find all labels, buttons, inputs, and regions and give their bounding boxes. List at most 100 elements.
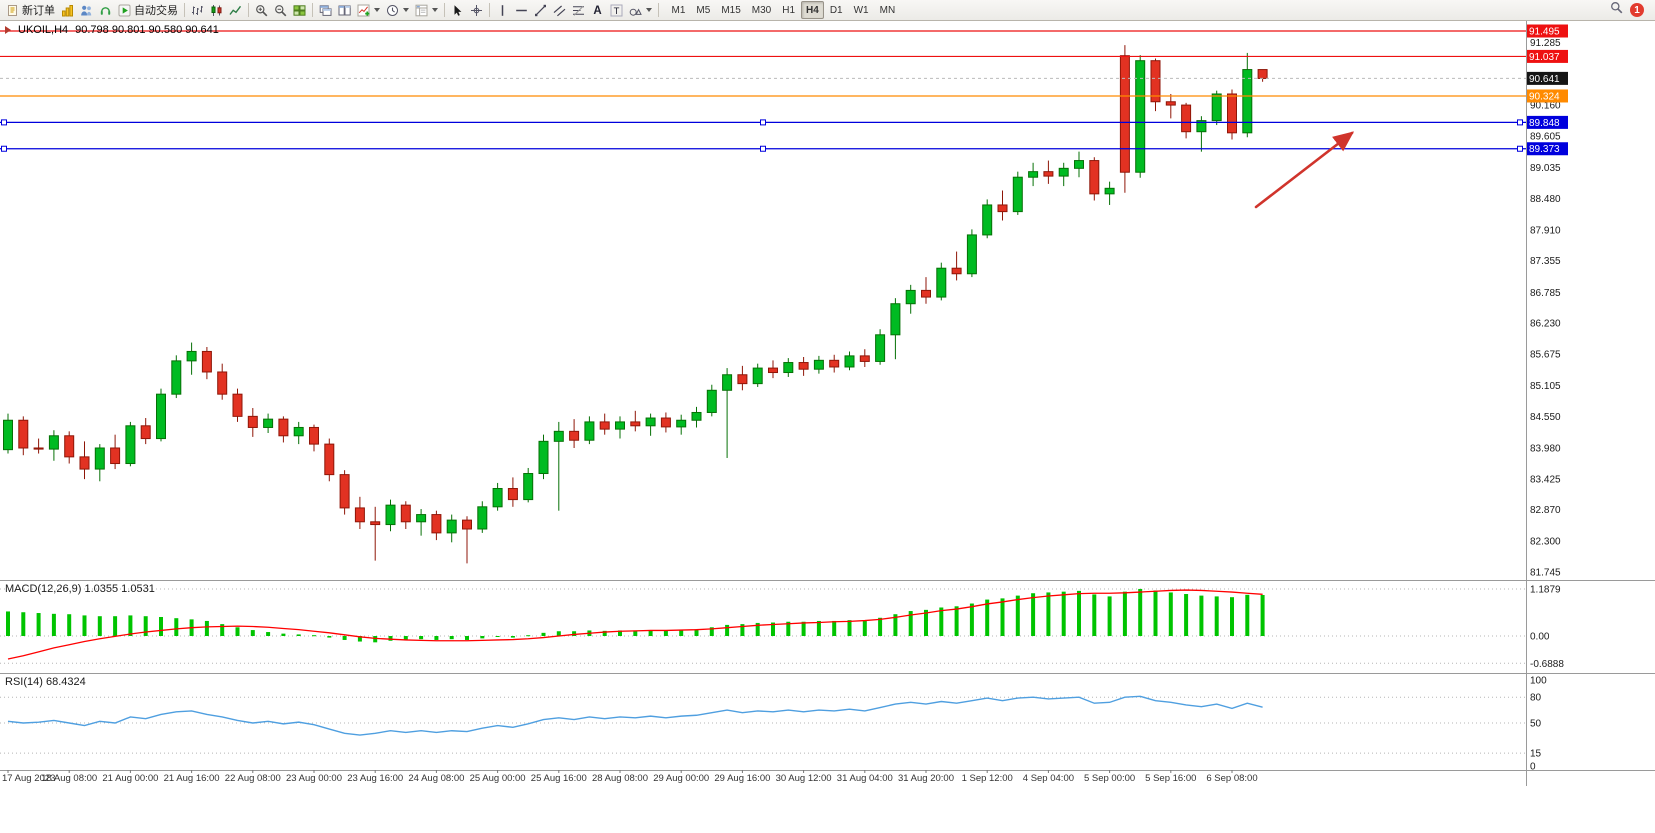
candlestick-chart-button[interactable]	[207, 1, 226, 19]
macd-histogram-bar	[771, 622, 775, 636]
fibo-icon	[573, 5, 584, 16]
macd-histogram-bar	[878, 617, 883, 636]
macd-histogram-bar	[159, 616, 163, 636]
macd-histogram-bar	[1000, 598, 1005, 636]
macd-histogram-bar	[847, 620, 852, 636]
horizontal-lines-layer[interactable]	[0, 30, 1526, 152]
macd-histogram-bar	[388, 636, 393, 641]
search-button[interactable]	[1610, 1, 1623, 19]
charts-panel-button[interactable]	[58, 1, 77, 19]
price-tag	[1526, 142, 1568, 156]
market-watch-button[interactable]	[77, 1, 96, 19]
price-axis-tick: 89.605	[1530, 131, 1561, 142]
zoom-out-button[interactable]	[271, 1, 290, 19]
cursor-button[interactable]	[448, 1, 467, 19]
line-chart-button[interactable]	[226, 1, 245, 19]
templates-button[interactable]	[412, 1, 441, 19]
line-handle[interactable]	[1, 119, 7, 126]
channel-button[interactable]	[550, 1, 569, 19]
macd-histogram-bar	[1046, 592, 1051, 636]
timeframe-button-H4[interactable]: H4	[800, 1, 825, 19]
macd-histogram-bar	[556, 631, 561, 636]
time-axis-label: 24 Aug 08:00	[408, 773, 464, 784]
autotrade-button[interactable]: 自动交易	[115, 1, 181, 19]
macd-histogram-bar	[342, 636, 347, 640]
line-handle[interactable]	[1517, 145, 1523, 152]
price-axis[interactable]: 91.285 90.160 89.605 89.035 88.480 87.910 87.3…	[1526, 24, 1568, 579]
tile-windows-button[interactable]	[290, 1, 309, 19]
notification-badge[interactable]: 1	[1630, 3, 1644, 17]
macd-histogram-bar	[1214, 596, 1219, 636]
time-axis-label: 5 Sep 00:00	[1084, 773, 1135, 784]
price-tag-value: 91.495	[1529, 27, 1560, 38]
crosshair-button[interactable]	[467, 1, 486, 19]
price-axis-tick: 89.035	[1530, 163, 1561, 174]
macd-histogram-bar	[1092, 594, 1097, 636]
price-tag-value: 91.037	[1529, 52, 1560, 63]
zoom-in-button[interactable]	[252, 1, 271, 19]
new-order-button[interactable]: 新订单	[3, 1, 58, 19]
macd-histogram-bar	[296, 634, 301, 636]
indicator-icon	[357, 4, 370, 16]
timeframe-button-W1[interactable]: W1	[853, 4, 869, 16]
timeframe-button-M30[interactable]: M30	[751, 4, 772, 16]
arrange-windows-button[interactable]	[335, 1, 354, 19]
timeframe-button-D1[interactable]: D1	[829, 4, 843, 16]
timeframe-button-M15[interactable]: M15	[721, 4, 741, 16]
line-handle[interactable]	[1, 145, 7, 152]
support-button[interactable]	[96, 1, 115, 19]
line-handle[interactable]	[760, 119, 766, 126]
horizontal-line-button[interactable]	[512, 1, 531, 19]
macd-histogram-bar	[1260, 594, 1265, 636]
zoomout-icon	[275, 4, 287, 16]
clock-icon	[387, 4, 398, 16]
time-axis-label: 18 Aug 08:00	[41, 773, 97, 784]
macd-histogram-bar	[510, 636, 515, 638]
price-axis-tick: 87.910	[1530, 225, 1561, 236]
rsi-indicator-label: RSI(14) 68.4324	[5, 676, 86, 688]
trend-arrow-annotation[interactable]	[1254, 131, 1355, 209]
rsi-panel: 100 80 50 15 0	[0, 676, 1547, 773]
macd-axis-tick: 1.1879	[1530, 584, 1561, 595]
text-tool-button[interactable]: A	[588, 1, 607, 19]
macd-histogram-bar	[51, 613, 56, 636]
time-axis-label: 25 Aug 00:00	[470, 773, 526, 784]
macd-histogram-bar	[985, 599, 990, 636]
macd-histogram-bar	[969, 603, 974, 636]
trendline-button[interactable]	[531, 1, 550, 19]
time-axis-label: 31 Aug 20:00	[898, 773, 954, 784]
timeframe-button-MN[interactable]: MN	[879, 4, 896, 16]
indicators-button[interactable]	[354, 1, 383, 19]
cascade-windows-button[interactable]	[316, 1, 335, 19]
macd-histogram-bar	[572, 631, 577, 636]
chart-header: UKOIL,H4 90.798 90.801 90.580 90.641	[5, 24, 219, 36]
time-axis-label: 5 Sep 16:00	[1145, 773, 1196, 784]
line-handle[interactable]	[760, 145, 766, 152]
vertical-line-button[interactable]	[493, 1, 512, 19]
time-axis-label: 31 Aug 04:00	[837, 773, 893, 784]
bar-chart-button[interactable]	[188, 1, 207, 19]
line-handle[interactable]	[1517, 119, 1523, 126]
macd-histogram-bar	[312, 635, 316, 637]
label-tool-button[interactable]: T	[607, 1, 626, 19]
dropdown-arrow-icon	[374, 8, 380, 12]
shapes-icon	[629, 7, 642, 16]
toolbar-separator	[184, 3, 185, 17]
macd-histogram-bar	[220, 624, 225, 636]
macd-histogram-bar	[801, 621, 806, 636]
timeframe-button-H1[interactable]: H1	[782, 4, 796, 16]
timeframe-button-M1[interactable]: M1	[671, 4, 686, 16]
time-axis-label: 4 Sep 04:00	[1023, 773, 1074, 784]
shapes-button[interactable]	[626, 1, 655, 19]
macd-histogram-bar	[1245, 594, 1250, 636]
periods-button[interactable]	[383, 1, 412, 19]
macd-histogram-bar	[480, 636, 485, 639]
macd-histogram-bar	[908, 611, 913, 636]
play-icon	[118, 4, 131, 16]
grid-icon	[293, 4, 306, 16]
macd-histogram-bar	[235, 627, 240, 636]
fibonacci-button[interactable]	[569, 1, 588, 19]
timeframe-button-M5[interactable]: M5	[696, 4, 711, 16]
